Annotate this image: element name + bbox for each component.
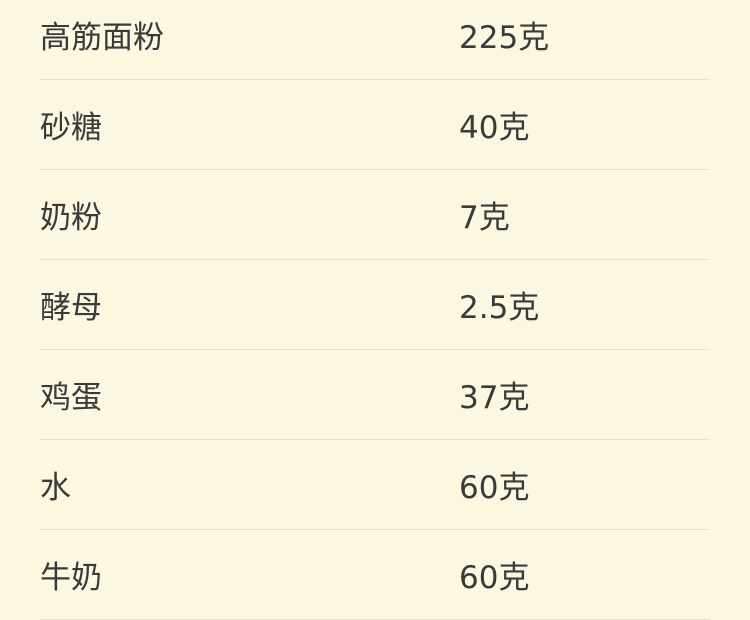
ingredient-row: 高筋面粉 225克 <box>40 0 710 80</box>
ingredient-amount: 225克 <box>459 20 550 56</box>
ingredient-row: 鸡蛋 37克 <box>40 350 710 440</box>
ingredient-amount: 7克 <box>459 200 510 236</box>
ingredient-name: 牛奶 <box>40 560 102 596</box>
ingredient-row: 牛奶 60克 <box>40 530 710 620</box>
ingredient-list: 高筋面粉 225克 砂糖 40克 奶粉 7克 酵母 2.5克 鸡蛋 37克 水 60克 牛奶… <box>40 0 710 620</box>
ingredient-amount: 37克 <box>459 380 530 416</box>
ingredient-amount: 60克 <box>459 560 530 596</box>
ingredient-row: 水 60克 <box>40 440 710 530</box>
ingredient-name: 水 <box>40 470 71 506</box>
ingredient-name: 奶粉 <box>40 200 102 236</box>
ingredient-row: 奶粉 7克 <box>40 170 710 260</box>
ingredient-row: 砂糖 40克 <box>40 80 710 170</box>
ingredient-amount: 2.5克 <box>459 290 540 326</box>
ingredient-name: 砂糖 <box>40 110 102 146</box>
ingredient-amount: 40克 <box>459 110 530 146</box>
ingredient-name: 鸡蛋 <box>40 380 102 416</box>
ingredient-name: 高筋面粉 <box>40 20 164 56</box>
ingredient-amount: 60克 <box>459 470 530 506</box>
ingredient-name: 酵母 <box>40 290 102 326</box>
ingredient-row: 酵母 2.5克 <box>40 260 710 350</box>
